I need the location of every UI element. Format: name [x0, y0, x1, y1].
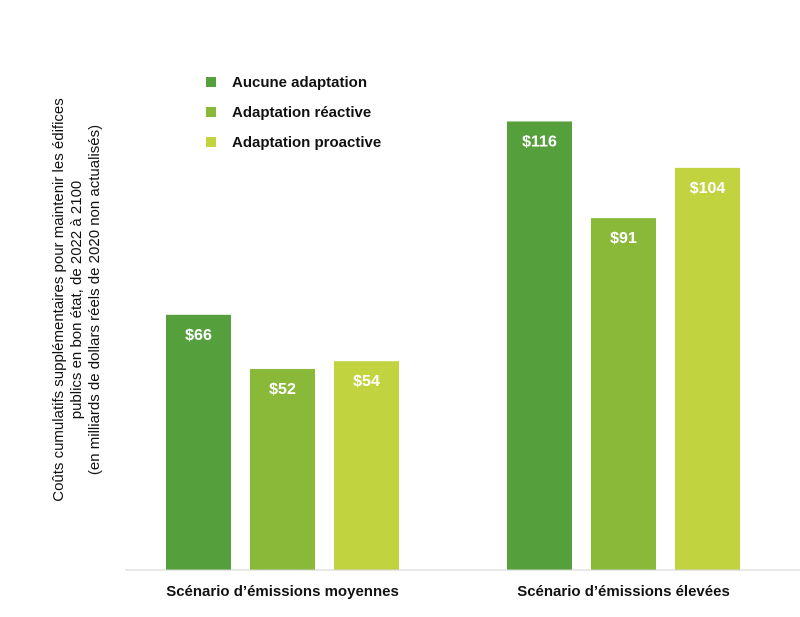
bar-2-2	[591, 218, 656, 570]
bar-value-label: $52	[269, 381, 296, 398]
category-label: Scénario d’émissions élevées	[517, 583, 730, 600]
bar-value-label: $91	[610, 230, 637, 247]
bar-value-label: $54	[353, 373, 380, 390]
legend-label: Aucune adaptation	[232, 74, 367, 91]
bar-3-2	[675, 167, 740, 570]
legend: Aucune adaptation Adaptation réactive Adap…	[206, 74, 381, 151]
bar-value-label: $66	[185, 327, 212, 344]
bar-1-2	[507, 121, 572, 570]
legend-swatch	[206, 137, 216, 147]
category-label: Scénario d’émissions moyennes	[166, 583, 399, 600]
bar-value-label: $116	[522, 133, 557, 150]
category-labels: Scénario d’émissions moyennes Scénario d’…	[166, 583, 730, 600]
legend-swatch	[206, 107, 216, 117]
y-axis-label: Coûts cumulatifs supplémentaires pour ma…	[50, 98, 103, 502]
y-axis-label-line-3: (en milliards de dollars réels de 2020 n…	[86, 125, 103, 475]
legend-label: Adaptation proactive	[232, 134, 381, 151]
y-axis-label-line-1: Coûts cumulatifs supplémentaires pour ma…	[50, 98, 67, 502]
bar-value-label: $104	[690, 180, 726, 197]
bar-1-1	[166, 314, 231, 570]
legend-label: Adaptation réactive	[232, 104, 371, 121]
y-axis-label-line-2: publics en bon état, de 2022 à 2100	[68, 181, 85, 420]
legend-swatch	[206, 77, 216, 87]
bar-2-1	[250, 368, 315, 570]
bar-3-1	[334, 361, 399, 570]
bars: $66 $116 $52 $91 $54 $104	[166, 121, 740, 570]
